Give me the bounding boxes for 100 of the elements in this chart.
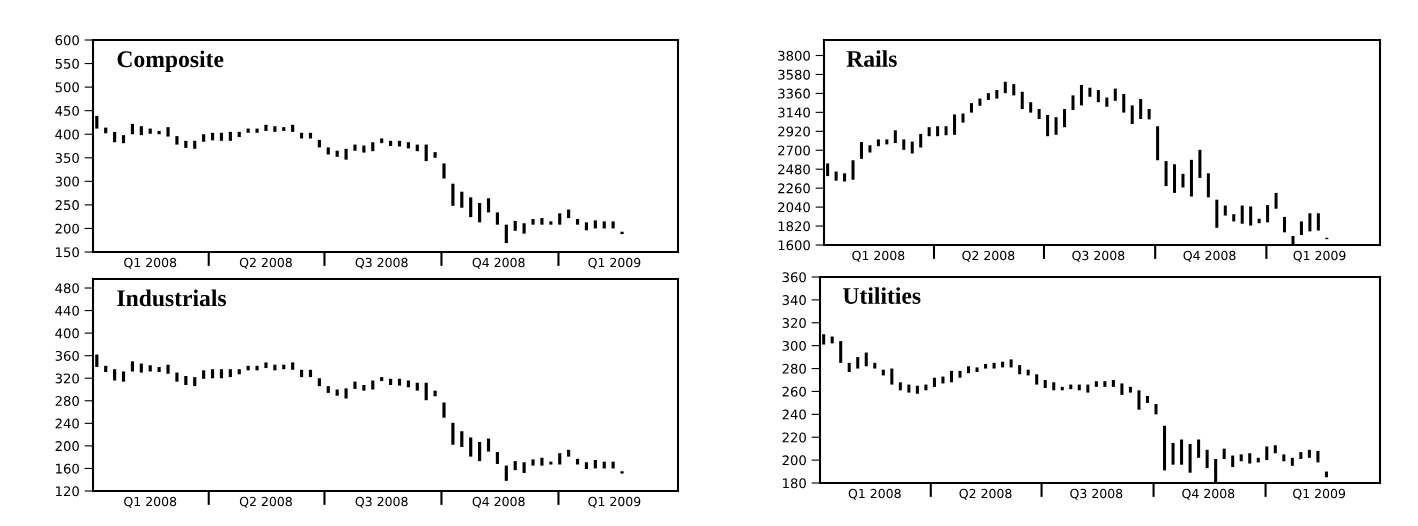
bar [932, 377, 936, 387]
bar [864, 352, 868, 367]
bar [371, 380, 375, 390]
bar [919, 133, 923, 148]
x-tick-label: Q1 2009 [1293, 250, 1346, 262]
y-tick-label: 2480 [778, 164, 810, 175]
bar [1239, 454, 1243, 462]
bar [1096, 89, 1100, 103]
bar [264, 362, 268, 369]
bar [975, 367, 979, 372]
bar [495, 212, 499, 225]
bar [1240, 205, 1244, 224]
x-tick-label: Q4 2008 [1183, 250, 1236, 262]
bar [1273, 445, 1277, 454]
x-tick-label: Q4 2008 [472, 496, 525, 508]
bar [478, 203, 482, 223]
y-tick-label: 240 [782, 409, 806, 420]
bar [949, 370, 953, 383]
bar [620, 231, 624, 235]
bar [522, 462, 526, 473]
bar [291, 124, 295, 132]
bar [1052, 382, 1056, 391]
bar [175, 372, 179, 382]
bar [1105, 97, 1109, 107]
bar [531, 219, 535, 225]
bar [1283, 216, 1287, 233]
bar [1139, 99, 1143, 119]
bar [1020, 91, 1024, 109]
bar [335, 389, 339, 396]
bar [1205, 449, 1209, 469]
bar [1009, 359, 1013, 368]
bar [620, 471, 624, 474]
y-tick-label: 120 [56, 486, 79, 497]
chart-title: Rails [846, 50, 897, 67]
bar [885, 139, 889, 145]
bar [893, 130, 897, 144]
y-tick-label: 400 [55, 129, 79, 140]
bar [157, 130, 161, 135]
bar [1163, 425, 1167, 471]
bar [540, 457, 544, 466]
chart-title: Utilities [842, 287, 921, 304]
y-tick-label: 2700 [778, 145, 810, 156]
bar [228, 131, 232, 141]
bar [202, 134, 206, 142]
bar [1215, 199, 1219, 228]
bar [184, 375, 188, 385]
bar [317, 378, 321, 387]
bar [424, 144, 428, 162]
bar [237, 369, 241, 375]
bar [478, 441, 482, 462]
bar [380, 377, 384, 382]
y-tick-label: 440 [55, 305, 79, 316]
bar [299, 369, 304, 378]
bar [1197, 439, 1201, 458]
y-tick-label: 220 [782, 432, 806, 443]
bar [944, 126, 948, 136]
x-tick-label: Q1 2009 [588, 496, 641, 508]
bar [1188, 444, 1192, 473]
x-tick-label: Q1 2008 [124, 496, 177, 508]
bar [460, 191, 464, 208]
bar [1222, 448, 1226, 459]
bar [1154, 404, 1158, 415]
bar [1035, 374, 1039, 385]
bar [1088, 87, 1092, 97]
bar [219, 369, 224, 379]
bar [1086, 384, 1090, 393]
bar [460, 431, 464, 448]
bar [1232, 214, 1236, 222]
bar [907, 384, 911, 393]
bar [1181, 173, 1185, 188]
bar [255, 128, 259, 133]
y-tick-label: 360 [55, 350, 79, 361]
bar [130, 123, 135, 135]
y-tick-label: 320 [782, 318, 806, 328]
y-tick-label: 3800 [778, 50, 810, 61]
bar [442, 402, 446, 418]
x-tick-label: Q3 2008 [1072, 250, 1125, 262]
bar [504, 224, 508, 244]
bar [1290, 457, 1294, 466]
bar [148, 365, 152, 372]
bar [291, 362, 295, 370]
bar [1046, 114, 1050, 137]
bar [868, 145, 872, 153]
bar [184, 140, 188, 148]
bar [995, 89, 999, 99]
y-tick-label: 400 [55, 328, 79, 339]
bar [1308, 213, 1312, 232]
bar [148, 128, 152, 134]
x-tick-label: Q1 2008 [848, 488, 901, 500]
bar [415, 382, 419, 391]
bar [246, 128, 250, 133]
y-tick-label: 150 [56, 247, 79, 258]
bar [1274, 192, 1278, 209]
bar [1189, 159, 1193, 197]
bar [1316, 450, 1320, 463]
y-tick-label: 3360 [778, 88, 810, 99]
bar [193, 140, 197, 149]
bar [986, 93, 990, 100]
bar [992, 362, 996, 369]
bar [856, 357, 860, 369]
